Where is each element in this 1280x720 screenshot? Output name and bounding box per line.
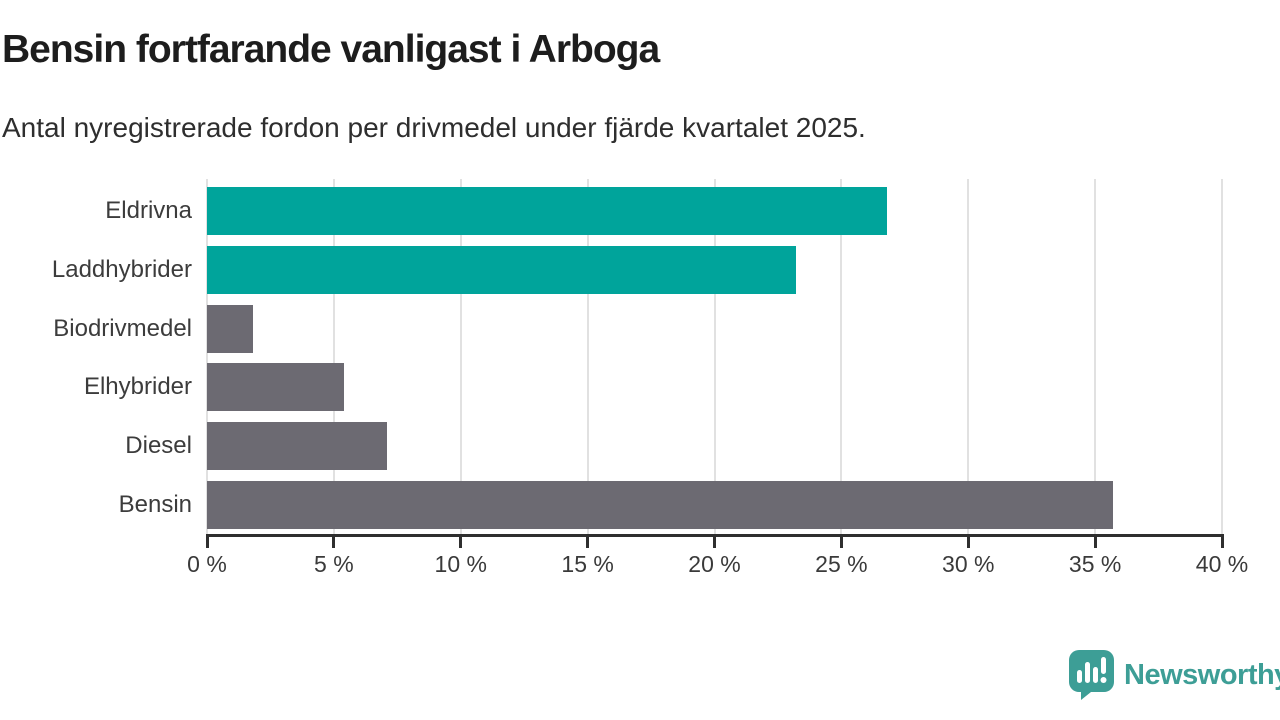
bar-elhybrider bbox=[207, 363, 345, 412]
x-axis-tick bbox=[713, 534, 716, 548]
x-tick-label: 10 % bbox=[434, 551, 487, 577]
x-tick-label: 20 % bbox=[688, 551, 741, 577]
x-axis-tick bbox=[459, 534, 463, 548]
x-tick-label: 35 % bbox=[1068, 551, 1122, 577]
x-tick-label: 25 % bbox=[815, 551, 868, 577]
x-tick-label: 15 % bbox=[561, 551, 614, 577]
x-axis-tick bbox=[1220, 534, 1224, 548]
brand-logo: Newsworthy bbox=[1068, 650, 1280, 700]
y-axis-labels: Eldrivna Laddhybrider Biodrivmedel Elhybrid… bbox=[0, 182, 192, 534]
x-axis-tick bbox=[332, 534, 336, 548]
gridline bbox=[840, 179, 843, 534]
bar-biodrivmedel bbox=[207, 304, 253, 353]
category-label-elhybrider: Elhybrider bbox=[83, 373, 192, 401]
x-axis-tick bbox=[966, 534, 970, 548]
plot-area bbox=[206, 179, 1223, 534]
category-label-bensin: Bensin bbox=[118, 490, 192, 518]
gridline bbox=[1221, 179, 1223, 534]
x-axis-tick bbox=[839, 534, 843, 548]
chart-subtitle: Antal nyregistrerade fordon per drivmede… bbox=[2, 112, 866, 143]
x-axis-tick bbox=[205, 534, 209, 548]
x-axis-tick bbox=[1093, 534, 1097, 548]
gridline bbox=[459, 179, 462, 534]
gridline bbox=[586, 179, 589, 534]
x-tick-label: 0 % bbox=[187, 551, 227, 577]
x-tick-label: 40 % bbox=[1195, 551, 1249, 577]
category-label-biodrivmedel: Biodrivmedel bbox=[53, 314, 192, 342]
category-label-eldrivna: Eldrivna bbox=[105, 197, 192, 225]
brand-name: Newsworthy bbox=[1124, 658, 1280, 691]
bar-diesel bbox=[207, 422, 388, 470]
bar-bensin bbox=[207, 480, 1113, 529]
x-axis-tick bbox=[586, 534, 590, 548]
chart-title: Bensin fortfarande vanligast i Arboga bbox=[2, 28, 660, 71]
category-label-laddhybrider: Laddhybrider bbox=[51, 256, 192, 283]
gridline bbox=[1094, 179, 1097, 534]
newsworthy-logo-icon bbox=[1068, 650, 1115, 700]
gridline bbox=[713, 179, 716, 534]
gridline bbox=[967, 179, 970, 534]
gridline bbox=[206, 179, 208, 534]
bar-laddhybrider bbox=[207, 246, 796, 294]
x-tick-label: 5 % bbox=[314, 551, 354, 577]
gridline bbox=[332, 179, 335, 534]
bar-eldrivna bbox=[207, 187, 888, 236]
x-tick-label: 30 % bbox=[942, 551, 995, 577]
category-label-diesel: Diesel bbox=[125, 432, 192, 459]
